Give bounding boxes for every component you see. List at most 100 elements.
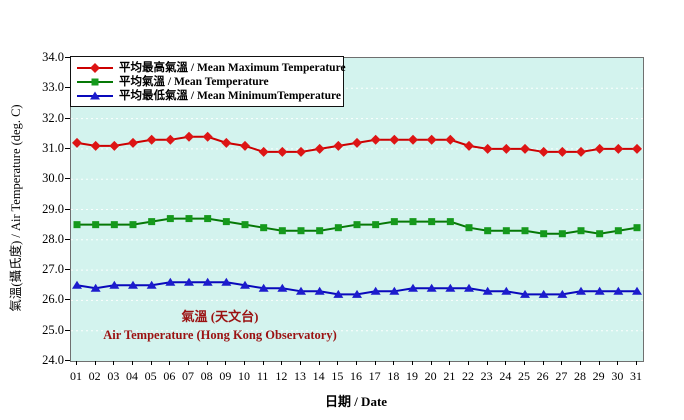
y-tick-mark bbox=[65, 238, 70, 240]
y-tick-mark bbox=[65, 329, 70, 331]
chart-canvas bbox=[71, 87, 643, 332]
x-tick-mark bbox=[374, 361, 376, 365]
y-tick-mark bbox=[65, 57, 70, 58]
x-tick-mark bbox=[617, 361, 619, 365]
x-tick-mark bbox=[337, 361, 339, 365]
x-tick-label: 28 bbox=[574, 369, 586, 383]
y-tick-mark bbox=[65, 178, 70, 180]
x-tick-label: 23 bbox=[480, 369, 493, 383]
x-tick-label: 06 bbox=[163, 369, 176, 383]
x-tick-label: 12 bbox=[275, 369, 288, 383]
mean-maximum-marker-icon bbox=[76, 61, 114, 73]
legend-box: 平均最高氣溫 / Mean Maximum Temperature 平均氣溫 /… bbox=[70, 56, 346, 107]
x-tick-mark bbox=[94, 361, 96, 365]
x-tick-label: 29 bbox=[592, 369, 605, 383]
x-tick-label: 14 bbox=[312, 369, 325, 383]
y-tick-label: 30.0 bbox=[42, 171, 64, 186]
y-tick-label: 28.0 bbox=[42, 231, 64, 246]
y-tick-label: 32.0 bbox=[42, 110, 64, 125]
annotation-chinese: 氣溫 (天文台) bbox=[181, 309, 259, 324]
x-tick-mark bbox=[430, 361, 432, 365]
x-tick-label: 13 bbox=[294, 369, 306, 383]
x-tick-mark bbox=[132, 361, 133, 365]
x-tick-label: 18 bbox=[387, 369, 400, 383]
x-tick-mark bbox=[225, 361, 227, 365]
y-tick-label: 29.0 bbox=[42, 201, 64, 216]
x-tick-label: 01 bbox=[70, 369, 82, 383]
x-tick-label: 30 bbox=[611, 369, 624, 383]
x-tick-mark bbox=[598, 361, 600, 365]
x-tick-label: 17 bbox=[368, 369, 381, 383]
x-tick-label: 15 bbox=[331, 369, 344, 383]
x-tick-mark bbox=[412, 361, 413, 365]
x-tick-label: 25 bbox=[518, 369, 530, 383]
x-tick-mark bbox=[542, 361, 544, 365]
y-tick-label: 25.0 bbox=[42, 322, 64, 337]
y-tick-label: 26.0 bbox=[42, 292, 64, 307]
legend-label-mean-maximum: 平均最高氣溫 / Mean Maximum Temperature bbox=[119, 62, 346, 74]
x-tick-mark bbox=[524, 361, 525, 365]
x-tick-mark bbox=[486, 361, 488, 365]
x-tick-mark bbox=[468, 361, 469, 365]
x-tick-mark bbox=[318, 361, 320, 365]
x-tick-mark bbox=[449, 361, 451, 365]
x-tick-label: 31 bbox=[630, 369, 642, 383]
legend-item-mean-minimum: 平均最低氣溫 / Mean MinimumTemperature bbox=[76, 88, 341, 102]
x-tick-mark bbox=[206, 361, 208, 365]
x-tick-label: 09 bbox=[219, 369, 232, 383]
x-tick-mark bbox=[188, 361, 189, 365]
y-tick-mark bbox=[65, 360, 70, 361]
y-tick-mark bbox=[65, 269, 70, 271]
x-tick-mark bbox=[169, 361, 171, 365]
x-axis-title: 日期 / Date bbox=[324, 394, 388, 409]
x-tick-label: 02 bbox=[88, 369, 101, 383]
mean-marker-icon bbox=[76, 75, 114, 87]
legend-item-mean-maximum: 平均最高氣溫 / Mean Maximum Temperature bbox=[76, 60, 346, 74]
x-tick-label: 05 bbox=[144, 369, 157, 383]
x-tick-label: 21 bbox=[443, 369, 456, 383]
annotation-english: Air Temperature (Hong Kong Observatory) bbox=[103, 328, 337, 342]
x-tick-label: 22 bbox=[462, 369, 474, 383]
x-tick-mark bbox=[561, 361, 563, 365]
y-tick-label: 24.0 bbox=[42, 353, 64, 367]
x-tick-label: 08 bbox=[200, 369, 213, 383]
mean-minimum-marker-icon bbox=[76, 89, 114, 101]
x-tick-label: 10 bbox=[238, 369, 250, 383]
x-tick-mark bbox=[262, 361, 264, 365]
y-tick-label: 27.0 bbox=[42, 262, 64, 277]
y-tick-mark bbox=[65, 299, 70, 301]
x-tick-mark bbox=[636, 361, 637, 365]
y-tick-mark bbox=[65, 208, 70, 210]
chart-annotation: 氣溫 (天文台) Air Temperature (Hong Kong Obse… bbox=[70, 306, 370, 343]
legend-item-mean: 平均氣溫 / Mean Temperature bbox=[76, 74, 338, 88]
y-axis-title: 氣溫(攝氏度) / Air Temperature (deg. C) bbox=[9, 104, 23, 312]
x-tick-mark bbox=[356, 361, 357, 365]
legend-label-mean-minimum: 平均最低氣溫 / Mean MinimumTemperature bbox=[119, 90, 341, 102]
x-tick-mark bbox=[281, 361, 283, 365]
x-tick-label: 04 bbox=[126, 369, 138, 383]
y-tick-mark bbox=[65, 147, 70, 149]
x-tick-mark bbox=[150, 361, 152, 365]
x-tick-mark bbox=[580, 361, 581, 365]
y-tick-label: 34.0 bbox=[42, 50, 64, 64]
x-tick-label: 11 bbox=[256, 369, 269, 383]
x-tick-mark bbox=[300, 361, 301, 365]
x-tick-label: 27 bbox=[555, 369, 568, 383]
y-tick-label: 31.0 bbox=[42, 140, 64, 155]
x-tick-mark bbox=[244, 361, 245, 365]
x-tick-mark bbox=[76, 361, 77, 365]
legend-label-mean: 平均氣溫 / Mean Temperature bbox=[119, 76, 269, 88]
y-tick-mark bbox=[65, 87, 70, 89]
x-tick-mark bbox=[505, 361, 507, 365]
x-tick-mark bbox=[393, 361, 395, 365]
x-tick-label: 16 bbox=[350, 369, 362, 383]
y-tick-mark bbox=[65, 117, 70, 119]
x-tick-mark bbox=[113, 361, 115, 365]
x-tick-label: 07 bbox=[182, 369, 194, 383]
x-tick-label: 24 bbox=[499, 369, 512, 383]
x-tick-label: 19 bbox=[406, 369, 418, 383]
plot-area bbox=[70, 57, 644, 362]
x-tick-label: 20 bbox=[424, 369, 437, 383]
x-tick-label: 26 bbox=[536, 369, 549, 383]
